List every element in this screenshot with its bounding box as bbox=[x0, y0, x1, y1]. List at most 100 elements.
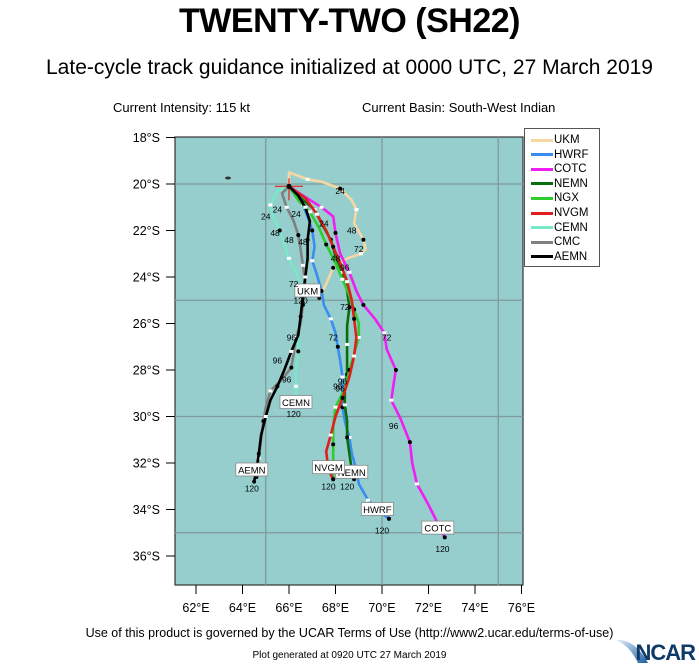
storm-title: TWENTY-TWO (SH22) bbox=[179, 2, 520, 40]
svg-text:AEMN: AEMN bbox=[238, 465, 266, 476]
svg-text:120: 120 bbox=[294, 295, 308, 305]
svg-text:36°S: 36°S bbox=[133, 550, 160, 564]
svg-text:48: 48 bbox=[284, 235, 294, 245]
legend-item-ngx: NGX bbox=[531, 191, 579, 205]
svg-text:66°E: 66°E bbox=[275, 601, 302, 615]
legend-item-cotc: COTC bbox=[531, 162, 587, 176]
svg-text:120: 120 bbox=[245, 484, 259, 494]
svg-text:96: 96 bbox=[335, 384, 345, 394]
legend-label: COTC bbox=[554, 163, 587, 176]
legend-item-nvgm: NVGM bbox=[531, 206, 589, 220]
end-label-hwrf bbox=[360, 502, 394, 516]
svg-text:NEMN: NEMN bbox=[338, 468, 366, 479]
svg-text:CEMN: CEMN bbox=[282, 398, 310, 409]
svg-text:120: 120 bbox=[321, 481, 335, 491]
svg-text:68°E: 68°E bbox=[322, 601, 349, 615]
legend-swatch bbox=[531, 182, 553, 186]
legend-label: UKM bbox=[554, 134, 580, 146]
svg-text:64°E: 64°E bbox=[229, 601, 256, 615]
legend-swatch bbox=[531, 255, 553, 259]
svg-text:48: 48 bbox=[270, 228, 280, 238]
svg-text:120: 120 bbox=[375, 525, 389, 535]
svg-text:120: 120 bbox=[435, 544, 449, 554]
svg-text:72°E: 72°E bbox=[415, 601, 442, 615]
legend-item-nemn: NEMN bbox=[531, 177, 588, 191]
svg-text:HWRF: HWRF bbox=[363, 505, 392, 516]
svg-text:20°S: 20°S bbox=[133, 178, 160, 192]
svg-text:18°S: 18°S bbox=[133, 131, 160, 145]
svg-text:96: 96 bbox=[287, 332, 297, 342]
legend-swatch bbox=[531, 167, 553, 171]
model-legend: UKM HWRF COTC NEMN NGX NVGM CEMN CMC AEMN bbox=[524, 128, 600, 267]
svg-text:30°S: 30°S bbox=[133, 410, 160, 424]
track-labels: 24487296120UKM7296120HWRF24487296120COTC… bbox=[235, 186, 455, 554]
svg-text:COTC: COTC bbox=[424, 524, 451, 535]
svg-text:48: 48 bbox=[298, 237, 308, 247]
svg-text:120: 120 bbox=[287, 409, 301, 419]
svg-text:96: 96 bbox=[333, 381, 343, 391]
ncar-logo-text: NCAR bbox=[635, 640, 696, 665]
svg-text:34°S: 34°S bbox=[133, 503, 160, 517]
svg-text:70°E: 70°E bbox=[368, 601, 395, 615]
svg-text:NVGM: NVGM bbox=[314, 463, 343, 474]
svg-text:24: 24 bbox=[273, 205, 283, 215]
terms-of-use: Use of this product is governed by the U… bbox=[85, 626, 614, 640]
legend-swatch bbox=[531, 211, 553, 215]
svg-text:74°E: 74°E bbox=[461, 601, 488, 615]
end-label-nvgm bbox=[312, 460, 345, 475]
ncar-swoosh-icon bbox=[616, 639, 648, 663]
svg-text:76°E: 76°E bbox=[508, 601, 535, 615]
svg-text:22°S: 22°S bbox=[133, 224, 160, 238]
track-cotc bbox=[288, 185, 447, 540]
legend-swatch bbox=[531, 226, 553, 230]
end-label-cotc bbox=[421, 520, 455, 535]
svg-text:120: 120 bbox=[340, 481, 354, 491]
svg-text:24: 24 bbox=[261, 212, 271, 222]
end-label-ukm bbox=[294, 283, 321, 298]
svg-text:72: 72 bbox=[328, 332, 338, 342]
svg-text:96: 96 bbox=[338, 377, 348, 387]
svg-text:72: 72 bbox=[354, 244, 364, 254]
legend-label: NVGM bbox=[554, 207, 589, 219]
legend-label: CEMN bbox=[554, 221, 588, 234]
legend-swatch bbox=[531, 196, 553, 200]
legend-swatch bbox=[531, 240, 553, 244]
legend-item-cemn: CEMN bbox=[531, 221, 588, 235]
svg-text:26°S: 26°S bbox=[133, 317, 160, 331]
legend-label: CMC bbox=[554, 236, 581, 249]
current-basin: Current Basin: South-West Indian bbox=[362, 100, 556, 115]
svg-text:72: 72 bbox=[382, 332, 392, 342]
legend-swatch bbox=[531, 138, 553, 142]
legend-item-ukm: UKM bbox=[531, 133, 580, 147]
map-axes: 18°S 20°S 22°S 24°S 26°S 28°S 30°S 32°S 34°S 36°S… bbox=[133, 131, 535, 615]
svg-text:72: 72 bbox=[340, 302, 350, 312]
svg-text:48: 48 bbox=[331, 253, 341, 263]
guidance-subtitle: Late-cycle track guidance initialized at… bbox=[46, 56, 653, 79]
initial-position-marker bbox=[275, 178, 303, 201]
legend-label: NGX bbox=[554, 192, 579, 205]
svg-text:96: 96 bbox=[389, 421, 399, 431]
svg-text:96: 96 bbox=[282, 374, 292, 384]
legend-item-hwrf: HWRF bbox=[531, 148, 589, 162]
legend-label: AEMN bbox=[554, 250, 588, 263]
current-intensity: Current Intensity: 115 kt bbox=[113, 100, 251, 115]
legend-swatch bbox=[531, 153, 553, 157]
svg-text:48: 48 bbox=[347, 226, 357, 236]
end-label-cemn bbox=[279, 395, 313, 409]
svg-text:24°S: 24°S bbox=[133, 271, 160, 285]
legend-item-aemn: AEMN bbox=[531, 250, 587, 264]
legend-item-cmc: CMC bbox=[531, 235, 580, 249]
svg-text:UKM: UKM bbox=[297, 286, 318, 297]
legend-label: NEMN bbox=[554, 177, 588, 190]
model-tracks bbox=[252, 171, 447, 540]
svg-text:96: 96 bbox=[273, 356, 283, 366]
svg-text:72: 72 bbox=[289, 279, 299, 289]
svg-text:24: 24 bbox=[335, 186, 345, 196]
svg-text:24: 24 bbox=[291, 209, 301, 219]
ncar-logo: NCAR bbox=[614, 636, 699, 665]
svg-text:96: 96 bbox=[340, 263, 350, 273]
svg-text:32°S: 32°S bbox=[133, 457, 160, 471]
legend-label: HWRF bbox=[554, 148, 589, 161]
map-ocean bbox=[174, 136, 524, 586]
